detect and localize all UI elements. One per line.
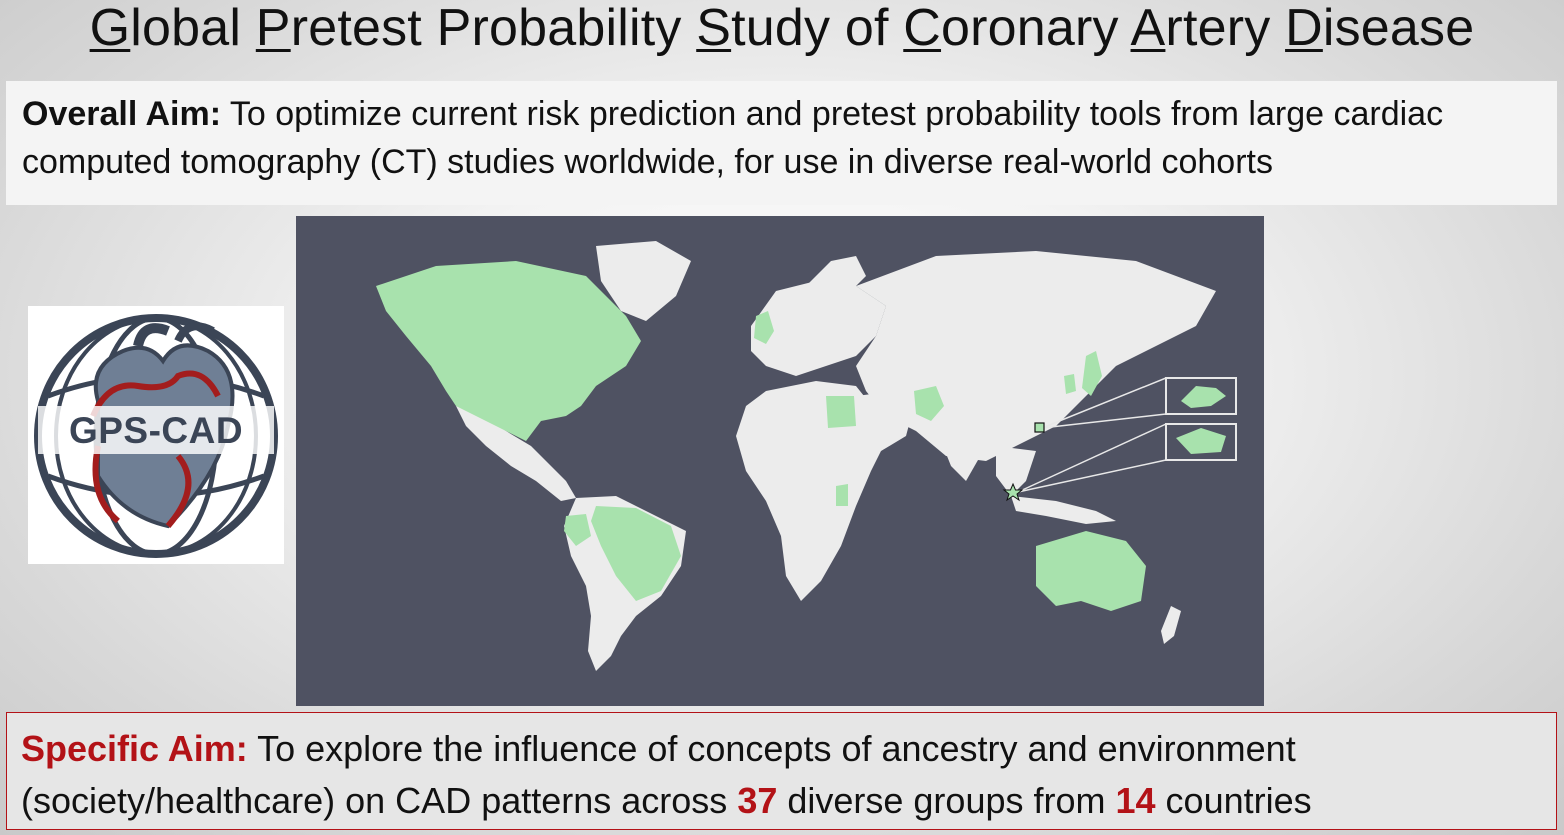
gps-cad-logo: GPS-CAD (28, 306, 284, 564)
world-map-svg (376, 241, 1237, 671)
specific-aim-box: Specific Aim: To explore the influence o… (6, 712, 1557, 830)
inset-singapore (1165, 423, 1237, 461)
logo-text: GPS-CAD (68, 410, 244, 451)
singapore-shape (1176, 428, 1226, 454)
star-marker (1002, 482, 1024, 502)
greenland (596, 241, 691, 321)
title-seg-5: Disease (1285, 0, 1475, 57)
title-seg-2: Study of (696, 0, 904, 57)
japan (1082, 351, 1102, 396)
asia (856, 251, 1216, 461)
brazil (591, 506, 681, 601)
mexico (456, 406, 576, 501)
korea (1064, 374, 1076, 394)
overall-aim-label: Overall Aim: (22, 95, 222, 133)
world-map (296, 216, 1264, 706)
overall-aim-box: Overall Aim: To optimize current risk pr… (6, 81, 1557, 205)
title-seg-3: Coronary (903, 0, 1131, 57)
title-seg-1: Pretest Probability (255, 0, 697, 57)
specific-aim-label: Specific Aim: (21, 728, 248, 769)
title-seg-0: Global (89, 0, 256, 57)
specific-aim-text-1: To explore the influence of concepts of … (21, 728, 1296, 821)
australia (1036, 531, 1146, 611)
slide-title: Global Pretest Probability Study of Coro… (0, 0, 1564, 62)
east-africa (836, 484, 848, 506)
indonesia (1011, 496, 1116, 524)
title-seg-4: Artery (1130, 0, 1286, 57)
europe (751, 281, 886, 376)
se-asia (996, 446, 1036, 496)
countries-count: 14 (1115, 780, 1156, 821)
specific-aim-text-3: countries (1155, 780, 1312, 821)
pakistan (914, 386, 944, 421)
new-zealand (1161, 606, 1181, 644)
india (936, 416, 986, 481)
egypt (826, 396, 856, 428)
logo-graphic (34, 314, 278, 558)
hong-kong-shape (1181, 386, 1226, 408)
uk (754, 311, 774, 344)
inset-hong-kong (1165, 377, 1237, 415)
overall-aim-text: To optimize current risk prediction and … (22, 95, 1444, 181)
scandinavia (806, 256, 866, 301)
groups-count: 37 (737, 780, 778, 821)
andes (564, 514, 591, 546)
middle-east (856, 391, 914, 451)
square-marker (1034, 422, 1045, 433)
north-america (376, 261, 641, 441)
africa (736, 381, 886, 601)
specific-aim-text-2: diverse groups from (777, 780, 1116, 821)
